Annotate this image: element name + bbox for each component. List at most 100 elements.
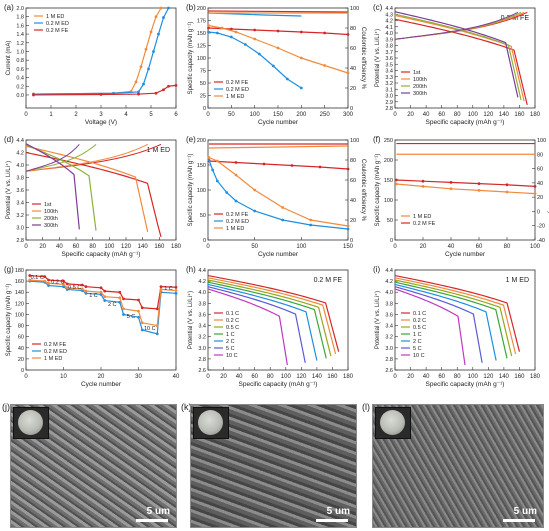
rate-label: 5 C: [127, 314, 136, 320]
panel-label: (a): [4, 3, 14, 12]
data-point: [137, 92, 140, 96]
chart-panel-e: (e)0 50 100 150050100150200020406080100Coul…: [186, 135, 366, 258]
x-tick-label: 80: [504, 244, 511, 250]
data-point: [122, 307, 125, 311]
plot-frame: [207, 269, 349, 371]
data-point: [253, 37, 257, 41]
x-tick-label: 180: [171, 244, 182, 250]
x-tick-label: 60: [438, 374, 445, 380]
legend-label: 200th: [44, 216, 58, 222]
electrode-photo-inset: [375, 407, 411, 439]
series-line: [394, 286, 483, 363]
data-point: [253, 209, 257, 213]
y-tick-label: 3.2: [385, 81, 393, 87]
x-tick-label: 2: [74, 112, 78, 118]
y-tick-label: 150: [197, 31, 206, 37]
panel-note: 1 M ED: [506, 277, 529, 284]
x-axis-title: Specific capacity (mAh g⁻¹): [62, 251, 141, 258]
y-tick-label: 4.2: [385, 279, 393, 285]
legend-label: 0.2 M FE: [44, 342, 67, 348]
data-point: [99, 286, 103, 290]
y2-tick-label: 20: [537, 195, 543, 201]
legend-label: 100th: [413, 77, 427, 83]
y-tick-label: 3.5: [385, 62, 393, 68]
x-axis-title: Cycle number: [258, 251, 299, 258]
electrode-photo-inset: [193, 407, 229, 439]
series-line: [25, 151, 162, 238]
sem-image-k: 5 um: [190, 404, 357, 528]
panel-note: 0.2 M FE: [314, 277, 343, 284]
legend-label: 1st: [413, 70, 421, 76]
x-tick-label: 60: [73, 244, 80, 250]
data-point: [215, 179, 219, 183]
x-tick-label: 60: [251, 374, 258, 380]
series-line: [207, 288, 288, 366]
y-tick-label: 50: [200, 213, 206, 219]
x-tick-label: 180: [343, 374, 354, 380]
x-tick-label: 150: [273, 112, 284, 118]
chart-panel-d: (d) 0 20 40 60 80 100 120 140 160 180 2.8 3.0 3.2 3.4 3…: [4, 135, 182, 258]
y2-tick-label: 0: [537, 209, 540, 215]
x-tick-label: 6: [174, 112, 178, 118]
chart-panel-b: (b)0 50 100 150 200 250 3000255075100125150175…: [186, 3, 366, 126]
y2-axis-title: Coulombic efficiency %: [547, 159, 549, 222]
chart-panel-g: (g) 0 10 20 30 40 0 20 40 60 80 100 120 140 160 180 Cycl…: [4, 265, 180, 388]
y-axis-title: Specific capacity (mAh g⁻¹): [6, 284, 12, 357]
x-tick-label: 140: [312, 374, 323, 380]
data-point: [84, 285, 88, 289]
data-point: [103, 289, 107, 293]
data-point: [220, 26, 224, 30]
y-tick-label: 0.6: [16, 67, 24, 73]
data-point: [309, 223, 313, 227]
data-point: [299, 56, 303, 60]
x-axis-title: Cycle number: [258, 119, 299, 126]
data-point: [281, 206, 285, 209]
data-point: [207, 24, 210, 27]
y2-tick-label: 100: [350, 138, 359, 144]
data-point: [229, 27, 233, 31]
y-tick-label: 3.6: [385, 312, 393, 318]
y-tick-label: 3.4: [16, 201, 24, 207]
x-tick-label: 40: [448, 244, 455, 250]
x-tick-label: 100: [281, 374, 292, 380]
data-point: [395, 182, 398, 186]
x-tick-label: 40: [173, 374, 180, 380]
data-point: [533, 192, 537, 196]
data-point: [276, 29, 280, 33]
sem-image-l: 5 um: [372, 404, 544, 528]
y-tick-label: 3.8: [385, 44, 393, 50]
x-tick-label: 80: [89, 244, 96, 250]
legend-label: 5 C: [413, 346, 422, 352]
series-line: [208, 145, 349, 149]
y-tick-label: 180: [15, 268, 24, 274]
data-point: [262, 162, 266, 166]
series-line: [394, 11, 519, 40]
data-point: [99, 290, 103, 294]
panel-label: (c): [373, 3, 383, 12]
data-point: [234, 173, 238, 177]
legend-label: 0.5 C: [413, 325, 426, 331]
y-tick-label: 3.2: [198, 335, 206, 341]
y-tick-label: 60: [18, 335, 24, 341]
electrode-photo-inset: [13, 407, 49, 439]
y2-tick-label: 0: [350, 238, 353, 244]
y-tick-label: 3.4: [385, 324, 393, 330]
series-line: [394, 11, 519, 98]
data-point: [323, 64, 327, 67]
y-axis-title: Specific capacity (mAh g⁻¹): [375, 154, 381, 227]
y-tick-label: 150: [384, 178, 393, 184]
plot-frame: [394, 269, 536, 371]
y-tick-label: 1.8: [16, 15, 24, 21]
data-point: [144, 47, 148, 51]
data-point: [137, 315, 140, 319]
y-tick-label: 3.9: [385, 37, 393, 43]
y2-tick-label: 40: [537, 181, 543, 187]
data-point: [234, 30, 238, 34]
x-tick-label: 50: [228, 112, 235, 118]
y-tick-label: 3.8: [16, 176, 24, 182]
legend-label: 5 C: [226, 346, 235, 352]
legend-label: 1 M ED: [226, 226, 244, 232]
y-axis-title: Potential (V vs. Li/Li⁺): [374, 291, 381, 349]
y-tick-label: 0: [21, 368, 24, 374]
series-line: [396, 179, 536, 187]
